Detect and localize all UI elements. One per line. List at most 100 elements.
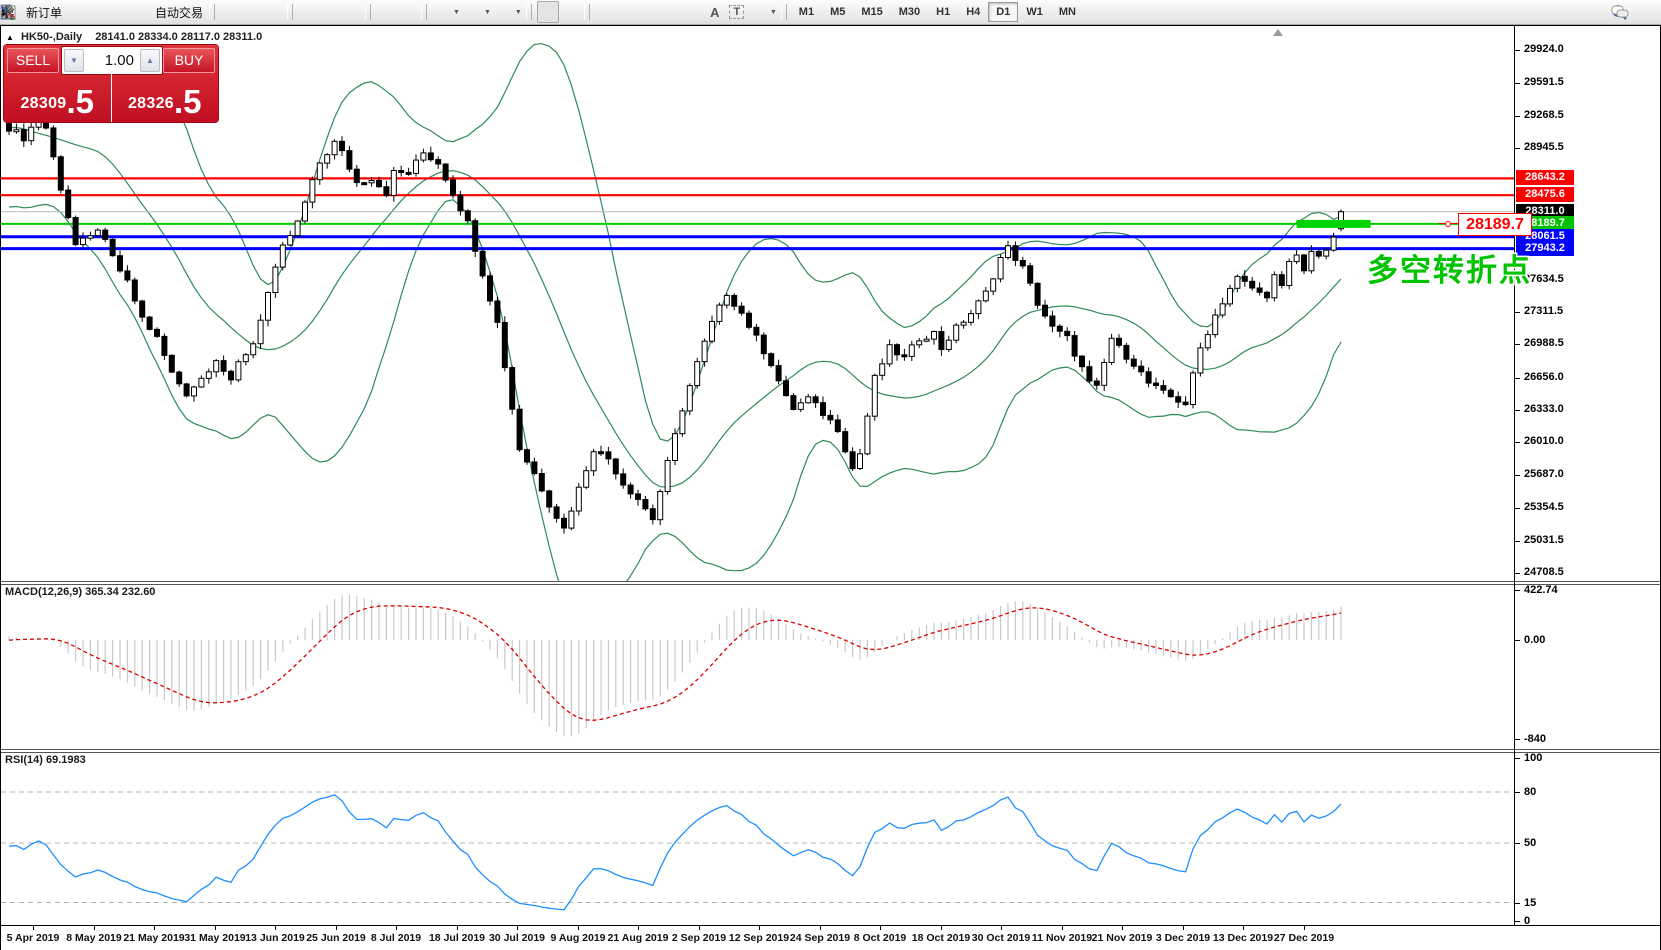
periods-icon[interactable] (0, 2, 483, 22)
autotrading-icon[interactable] (0, 2, 153, 22)
bollinger-middle-band (8, 126, 1342, 488)
candle-body (672, 433, 678, 462)
autotrading-button[interactable]: 自动交易 (155, 5, 204, 20)
timeframe-m5[interactable]: M5 (830, 6, 846, 18)
sell-button[interactable]: SELL (7, 48, 59, 73)
price-callout-label[interactable]: 28189.7 (1458, 213, 1532, 236)
candle-body (546, 490, 553, 508)
new-order-button[interactable]: 新订单 (26, 5, 63, 20)
macd-signal-line (8, 605, 1342, 721)
time-axis[interactable]: 5 Apr 2019 8 May 2019 21 May 2019 31 May 20… (1, 925, 1660, 950)
order-group: 新订单 自动交易 (0, 0, 207, 24)
vertical-line-icon[interactable] (5, 2, 615, 22)
timeframe-m1[interactable]: M1 (798, 6, 815, 18)
tile-windows-icon[interactable] (0, 2, 362, 22)
equidistant-channel-icon[interactable]: E (0, 2, 681, 22)
templates-dropdown-arrow[interactable]: ▼ (514, 8, 522, 16)
templates-icon[interactable] (0, 2, 514, 22)
candle-body (168, 354, 175, 373)
candlestick-chart-icon[interactable] (1, 2, 262, 22)
candle-body (198, 377, 205, 388)
arrows-icon[interactable] (0, 2, 769, 22)
timeframe-d1[interactable]: D1 (988, 2, 1019, 22)
candle-body (531, 461, 538, 474)
candle-body (686, 385, 693, 412)
turning-point-annotation[interactable]: 多空转折点 (1367, 253, 1532, 288)
candle-body (612, 458, 619, 475)
rsi-line (8, 794, 1342, 911)
volume-value[interactable]: 1.00 (104, 52, 134, 69)
candle-body (1212, 314, 1219, 336)
sell-price[interactable]: 28309 .5 (4, 74, 112, 122)
candle-body (1138, 365, 1145, 373)
timeframe-mn[interactable]: MN (1058, 6, 1076, 18)
candle-body (1256, 287, 1263, 293)
timeframe-m15[interactable]: M15 (861, 6, 883, 18)
panel-divider[interactable] (1, 581, 1660, 585)
candle-body (953, 324, 960, 341)
candle-body (427, 152, 434, 161)
volume-decrease-button[interactable]: ▼ (64, 49, 84, 72)
chat-icon[interactable] (1611, 2, 1654, 22)
indicators-icon[interactable] (0, 2, 452, 22)
timeframe-h4[interactable]: H4 (966, 6, 981, 18)
collapse-marker-icon[interactable]: ▲ (6, 33, 14, 42)
date-label: 18 Oct 2019 (911, 932, 971, 944)
trendline-icon[interactable] (1, 2, 659, 22)
candle-body (968, 313, 974, 323)
terminal-icon[interactable] (0, 2, 109, 22)
candle-body (1116, 337, 1122, 346)
candle-body (1005, 245, 1011, 258)
indicators-dropdown-arrow[interactable]: ▼ (453, 8, 460, 16)
candle-body (324, 154, 331, 164)
buy-button[interactable]: BUY (163, 48, 215, 73)
styler-icon[interactable] (1, 2, 87, 22)
timeframe-w1[interactable]: W1 (1026, 6, 1043, 18)
cursor-icon[interactable] (2, 1, 559, 23)
crosshair-icon[interactable] (1, 2, 581, 22)
text-label-icon[interactable]: T (727, 2, 747, 22)
date-label: 8 Oct 2019 (853, 932, 907, 944)
periods-dropdown-arrow[interactable]: ▼ (483, 8, 491, 16)
candle-body (916, 340, 923, 346)
volume-increase-button[interactable]: ▲ (140, 49, 160, 72)
candle-body (679, 410, 686, 435)
candle-body (279, 244, 286, 268)
candle-body (1130, 358, 1137, 367)
candle-body (1086, 366, 1093, 382)
price-marker-label: 28643.2 (1516, 170, 1574, 185)
price-axis-tick (1514, 573, 1520, 574)
buy-price[interactable]: 28326 .5 (112, 74, 219, 122)
candle-body (605, 451, 612, 460)
date-label: 31 May 2019 (184, 932, 246, 944)
candle-body (1190, 372, 1196, 405)
candle-body (620, 473, 627, 486)
scroll-group (1, 0, 419, 24)
candle-body (287, 235, 294, 246)
chart-type-group (0, 0, 285, 24)
zoom-out-icon[interactable] (1, 2, 340, 22)
bar-chart-icon[interactable] (1, 2, 240, 22)
zoom-in-icon[interactable] (1, 2, 318, 22)
text-icon[interactable]: A (710, 4, 720, 20)
horizontal-line-icon[interactable] (1, 2, 637, 22)
candle-body (1249, 280, 1256, 289)
auto-scroll-icon[interactable] (1, 2, 396, 22)
candle-body (265, 292, 271, 321)
candle-body (213, 360, 220, 373)
panel-divider[interactable] (1, 749, 1660, 753)
timeframe-m30[interactable]: M30 (898, 6, 921, 18)
candle-body (1160, 385, 1167, 391)
candle-body (894, 344, 900, 356)
line-chart-icon[interactable] (0, 2, 284, 22)
chart-shift-icon[interactable] (1, 2, 418, 22)
signal-icon[interactable] (1, 2, 131, 22)
arrows-dropdown-arrow[interactable]: ▼ (769, 8, 777, 16)
candle-body (191, 386, 197, 397)
timeframe-h1[interactable]: H1 (936, 6, 951, 18)
candle-body (1064, 330, 1071, 337)
sell-price-main: 28309 (20, 95, 67, 112)
time-axis-tick (517, 926, 518, 930)
fibonacci-icon[interactable]: F (1, 2, 703, 22)
chart-shift-marker-icon[interactable] (1273, 29, 1283, 36)
